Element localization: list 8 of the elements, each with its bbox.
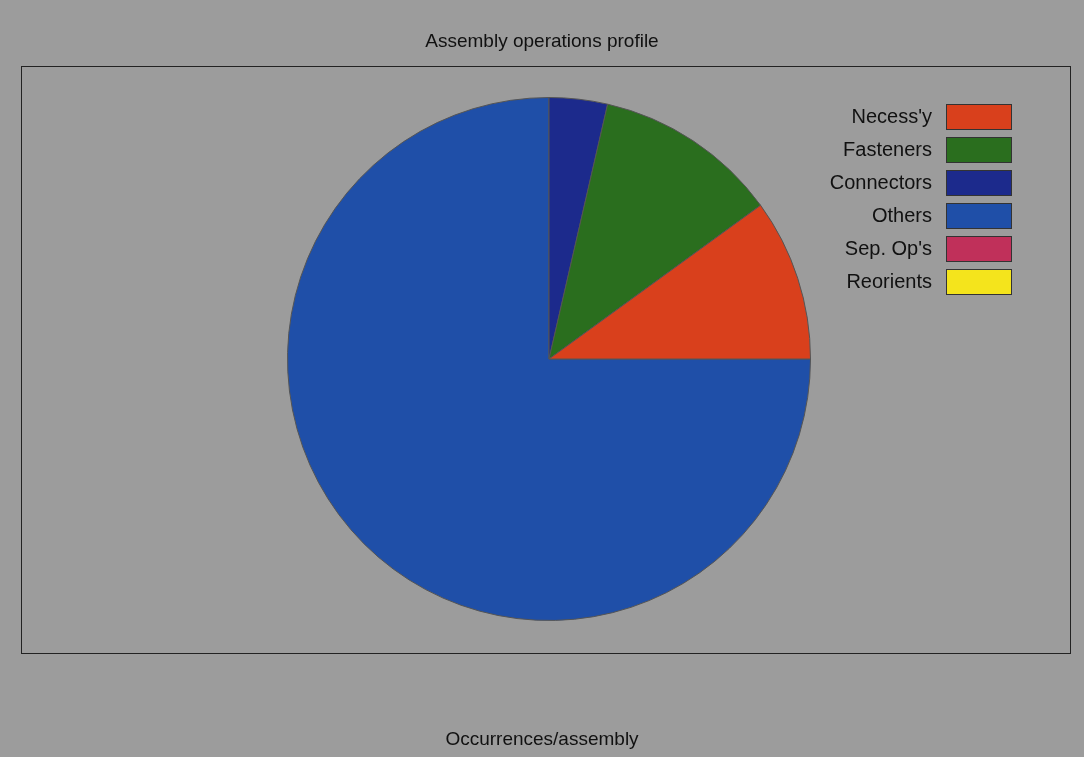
legend-label: Connectors (829, 171, 932, 194)
legend-label: Others (871, 204, 932, 227)
text: Occurrences/assembly (444, 728, 640, 750)
legend-label: Sep. Op's (844, 237, 932, 260)
legend-label: Reorients (846, 270, 932, 293)
legend-label: Fasteners (843, 138, 932, 161)
legend-label: Necess'y (851, 105, 932, 128)
chart-title: Assembly operations profile (424, 30, 660, 52)
